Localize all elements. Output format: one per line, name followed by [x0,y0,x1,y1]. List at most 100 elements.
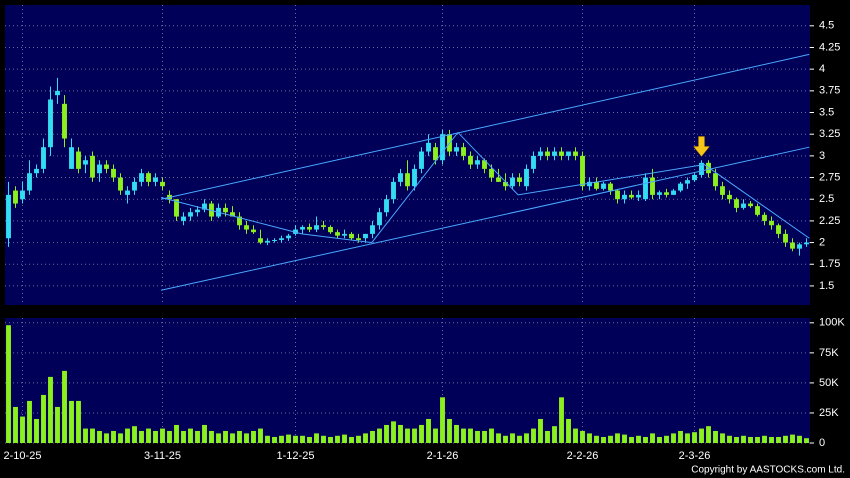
volume-bar [531,428,536,443]
y-tick-label: 4.25 [819,41,840,53]
candle-body [230,212,235,217]
candle-body [678,183,683,191]
candle-body [699,162,704,175]
volume-bar [258,428,263,443]
volume-bar [342,434,347,443]
candle-body [307,226,312,230]
volume-bar [13,406,18,443]
candle-body [181,216,186,221]
candle-body [139,173,144,182]
volume-bar [34,418,39,443]
candle-body [83,160,88,165]
x-tick-label: 3-11-25 [144,450,181,462]
volume-bar [244,433,249,443]
volume-bar [20,416,25,443]
candle-body [755,206,760,215]
x-tick-label: 1-12-25 [277,450,315,462]
volume-bar [594,435,599,443]
candle-body [608,183,613,191]
candle-body [692,174,697,181]
candle-body [412,168,417,187]
volume-bar [195,430,200,443]
y-tick-label: 75K [819,347,839,359]
volume-bar [181,430,186,443]
volume-bar [419,424,424,443]
candle-body [391,181,396,200]
volume-bar [755,436,760,443]
volume-bar [398,424,403,443]
candle-body [748,203,753,207]
volume-bar [496,433,501,443]
candle-body [321,225,326,227]
candle-body [538,151,543,156]
candle-body [461,147,466,156]
volume-bar [356,435,361,443]
volume-bar [321,435,326,443]
volume-bar [251,430,256,443]
candle-body [580,155,585,187]
candle-body [6,194,11,239]
y-tick-label: 3.25 [819,128,840,140]
volume-bar [370,430,375,443]
candle-body [384,199,389,213]
trend-line [160,146,810,291]
volume-bar [90,428,95,443]
candle-body [258,238,263,243]
candle-body [629,194,634,198]
volume-bar [692,432,697,443]
candle-body [195,209,200,213]
volume-bar [503,435,508,443]
volume-bar [125,428,130,443]
y-tick-label: 4 [819,63,825,75]
candle-body [615,190,620,200]
candle-body [671,190,676,195]
volume-bar [489,428,494,443]
volume-bar [223,430,228,443]
volume-bar [643,436,648,443]
candle-body [454,147,459,152]
candle-body [111,168,116,178]
volume-bar [272,436,277,443]
candle-body [237,216,242,226]
copyright: Copyright by AASTOCKS.com Ltd. [691,465,845,476]
candle-body [727,194,732,200]
candle-body [559,151,564,156]
volume-bar [748,436,753,443]
volume-bar [776,436,781,443]
volume-bar [55,406,60,443]
volume-bar [167,430,172,443]
volume-bar [237,430,242,443]
candle-body [202,203,207,210]
candle-body [342,233,347,236]
volume-bar [587,433,592,443]
candle-body [69,147,74,169]
candle-body [776,225,781,234]
volume-bar [454,424,459,443]
volume-bar [538,418,543,443]
candle-body [34,168,39,174]
volume-bar [790,434,795,443]
candle-body [734,199,739,208]
volume-bar [685,433,690,443]
y-tick-label: 25K [819,407,839,419]
volume-bar [559,397,564,443]
candle-body [419,151,424,169]
volume-bar [27,400,32,443]
volume-panel [5,318,810,443]
candle-body [188,212,193,217]
volume-bar [447,418,452,443]
candle-body [286,235,291,239]
candle-body [76,151,81,169]
volume-bar [300,435,305,443]
volume-bar [286,434,291,443]
candle-body [349,233,354,239]
volume-bar [664,435,669,443]
candle-body [636,194,641,198]
candle-body [790,242,795,249]
candle-body [804,242,809,245]
candle-body [223,207,228,213]
candle-body [48,99,53,148]
candle-body [328,226,333,233]
candle-body [244,225,249,230]
volume-bar [622,434,627,443]
